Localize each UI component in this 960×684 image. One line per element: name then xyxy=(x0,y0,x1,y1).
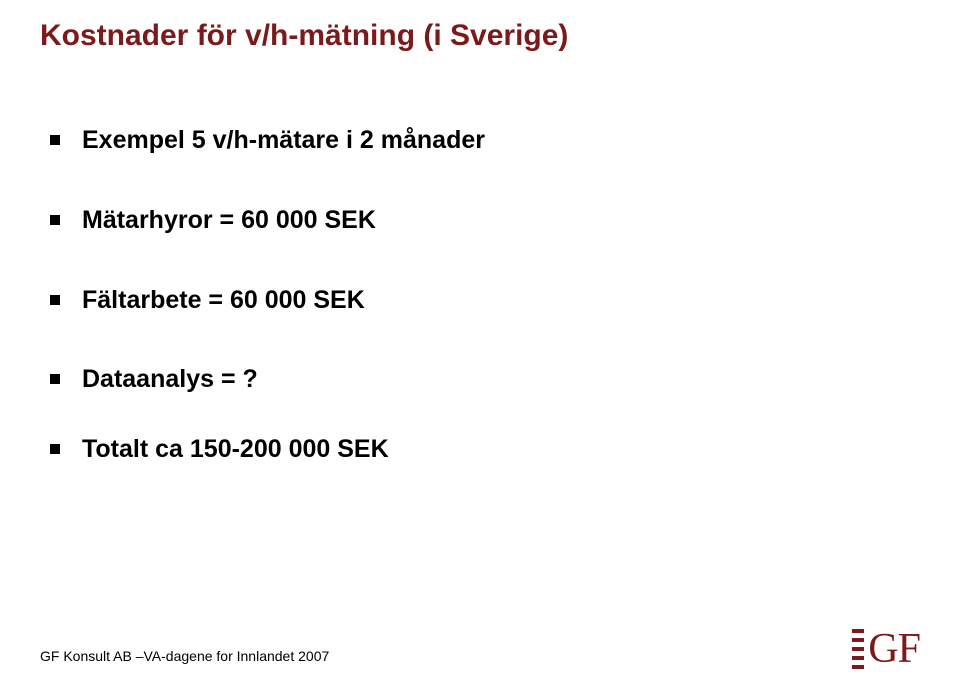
bullet-text: Mätarhyror = 60 000 SEK xyxy=(82,204,376,238)
bullet-item: Exempel 5 v/h-mätare i 2 månader xyxy=(50,124,920,158)
bullet-item: Dataanalys = ? xyxy=(50,363,920,397)
footer-text: GF Konsult AB –VA-dagene for Innlandet 2… xyxy=(40,648,329,664)
bullet-text: Exempel 5 v/h-mätare i 2 månader xyxy=(82,124,485,158)
bullet-marker-icon xyxy=(50,374,60,384)
bullet-marker-icon xyxy=(50,135,60,145)
bullet-marker-icon xyxy=(50,295,60,305)
bullet-marker-icon xyxy=(50,215,60,225)
bullet-item: Totalt ca 150-200 000 SEK xyxy=(50,433,920,467)
logo-text: GF xyxy=(868,628,920,670)
bullet-item: Mätarhyror = 60 000 SEK xyxy=(50,204,920,238)
bullet-text: Totalt ca 150-200 000 SEK xyxy=(82,433,389,467)
slide: Kostnader för v/h-mätning (i Sverige) Ex… xyxy=(0,0,960,684)
bullet-text: Fältarbete = 60 000 SEK xyxy=(82,284,365,318)
slide-title: Kostnader för v/h-mätning (i Sverige) xyxy=(40,18,920,54)
bullet-text: Dataanalys = ? xyxy=(82,363,258,397)
bullet-item: Fältarbete = 60 000 SEK xyxy=(50,284,920,318)
bullet-list: Exempel 5 v/h-mätare i 2 månader Mätarhy… xyxy=(40,124,920,467)
logo: GF xyxy=(852,628,920,670)
logo-bars-icon xyxy=(852,629,864,669)
bullet-marker-icon xyxy=(50,444,60,454)
